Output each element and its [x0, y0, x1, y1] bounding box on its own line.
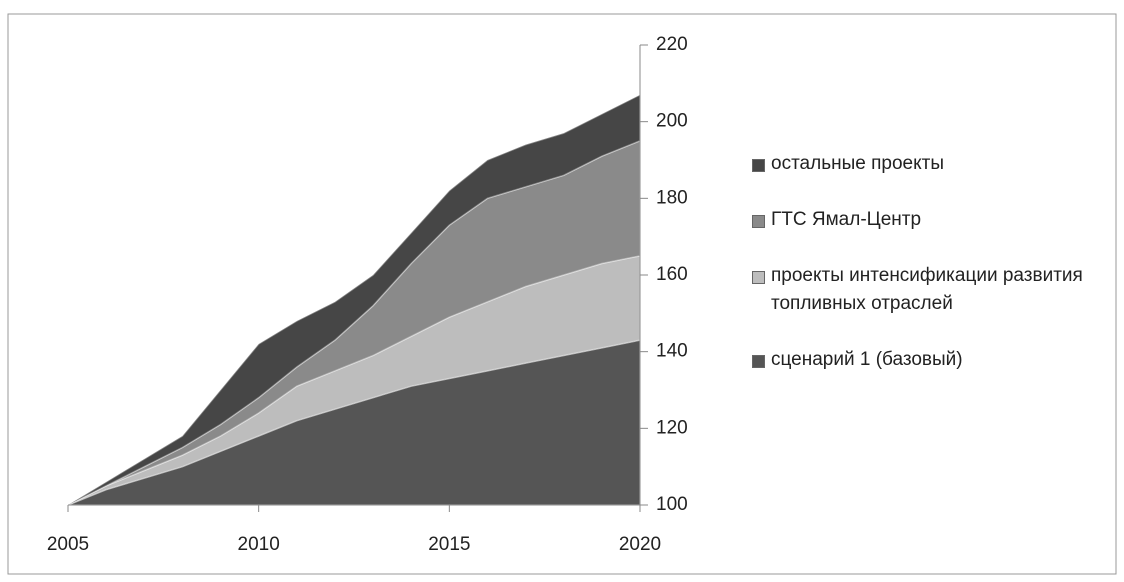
- legend-swatch: [752, 271, 765, 284]
- x-tick-label: 2015: [428, 534, 470, 555]
- legend-label: проекты интенсификации развития топливны…: [771, 265, 1083, 314]
- legend-swatch: [752, 215, 765, 228]
- x-tick-label: 2010: [238, 534, 280, 555]
- y-tick-label: 220: [656, 34, 688, 55]
- legend-swatch: [752, 355, 765, 368]
- legend-item: остальные проекты: [752, 150, 1122, 178]
- legend-item: ГТС Ямал-Центр: [752, 206, 1122, 234]
- y-tick-label: 120: [656, 417, 688, 438]
- y-tick-label: 180: [656, 187, 688, 208]
- chart-frame: [7, 13, 1117, 575]
- y-tick-label: 100: [656, 494, 688, 515]
- y-tick-label: 200: [656, 111, 688, 132]
- legend-item: сценарий 1 (базовый): [752, 346, 1122, 374]
- y-tick-label: 160: [656, 264, 688, 285]
- legend: остальные проекты ГТС Ямал-Центр проекты и…: [752, 150, 1122, 402]
- legend-swatch: [752, 159, 765, 172]
- legend-label: ГТС Ямал-Центр: [771, 209, 922, 230]
- x-tick-label: 2020: [619, 534, 661, 555]
- y-tick-label: 140: [656, 341, 688, 362]
- x-tick-label: 2005: [47, 534, 89, 555]
- legend-label: сценарий 1 (базовый): [771, 349, 963, 370]
- legend-label: остальные проекты: [771, 153, 944, 174]
- legend-item: проекты интенсификации развития топливны…: [752, 262, 1122, 318]
